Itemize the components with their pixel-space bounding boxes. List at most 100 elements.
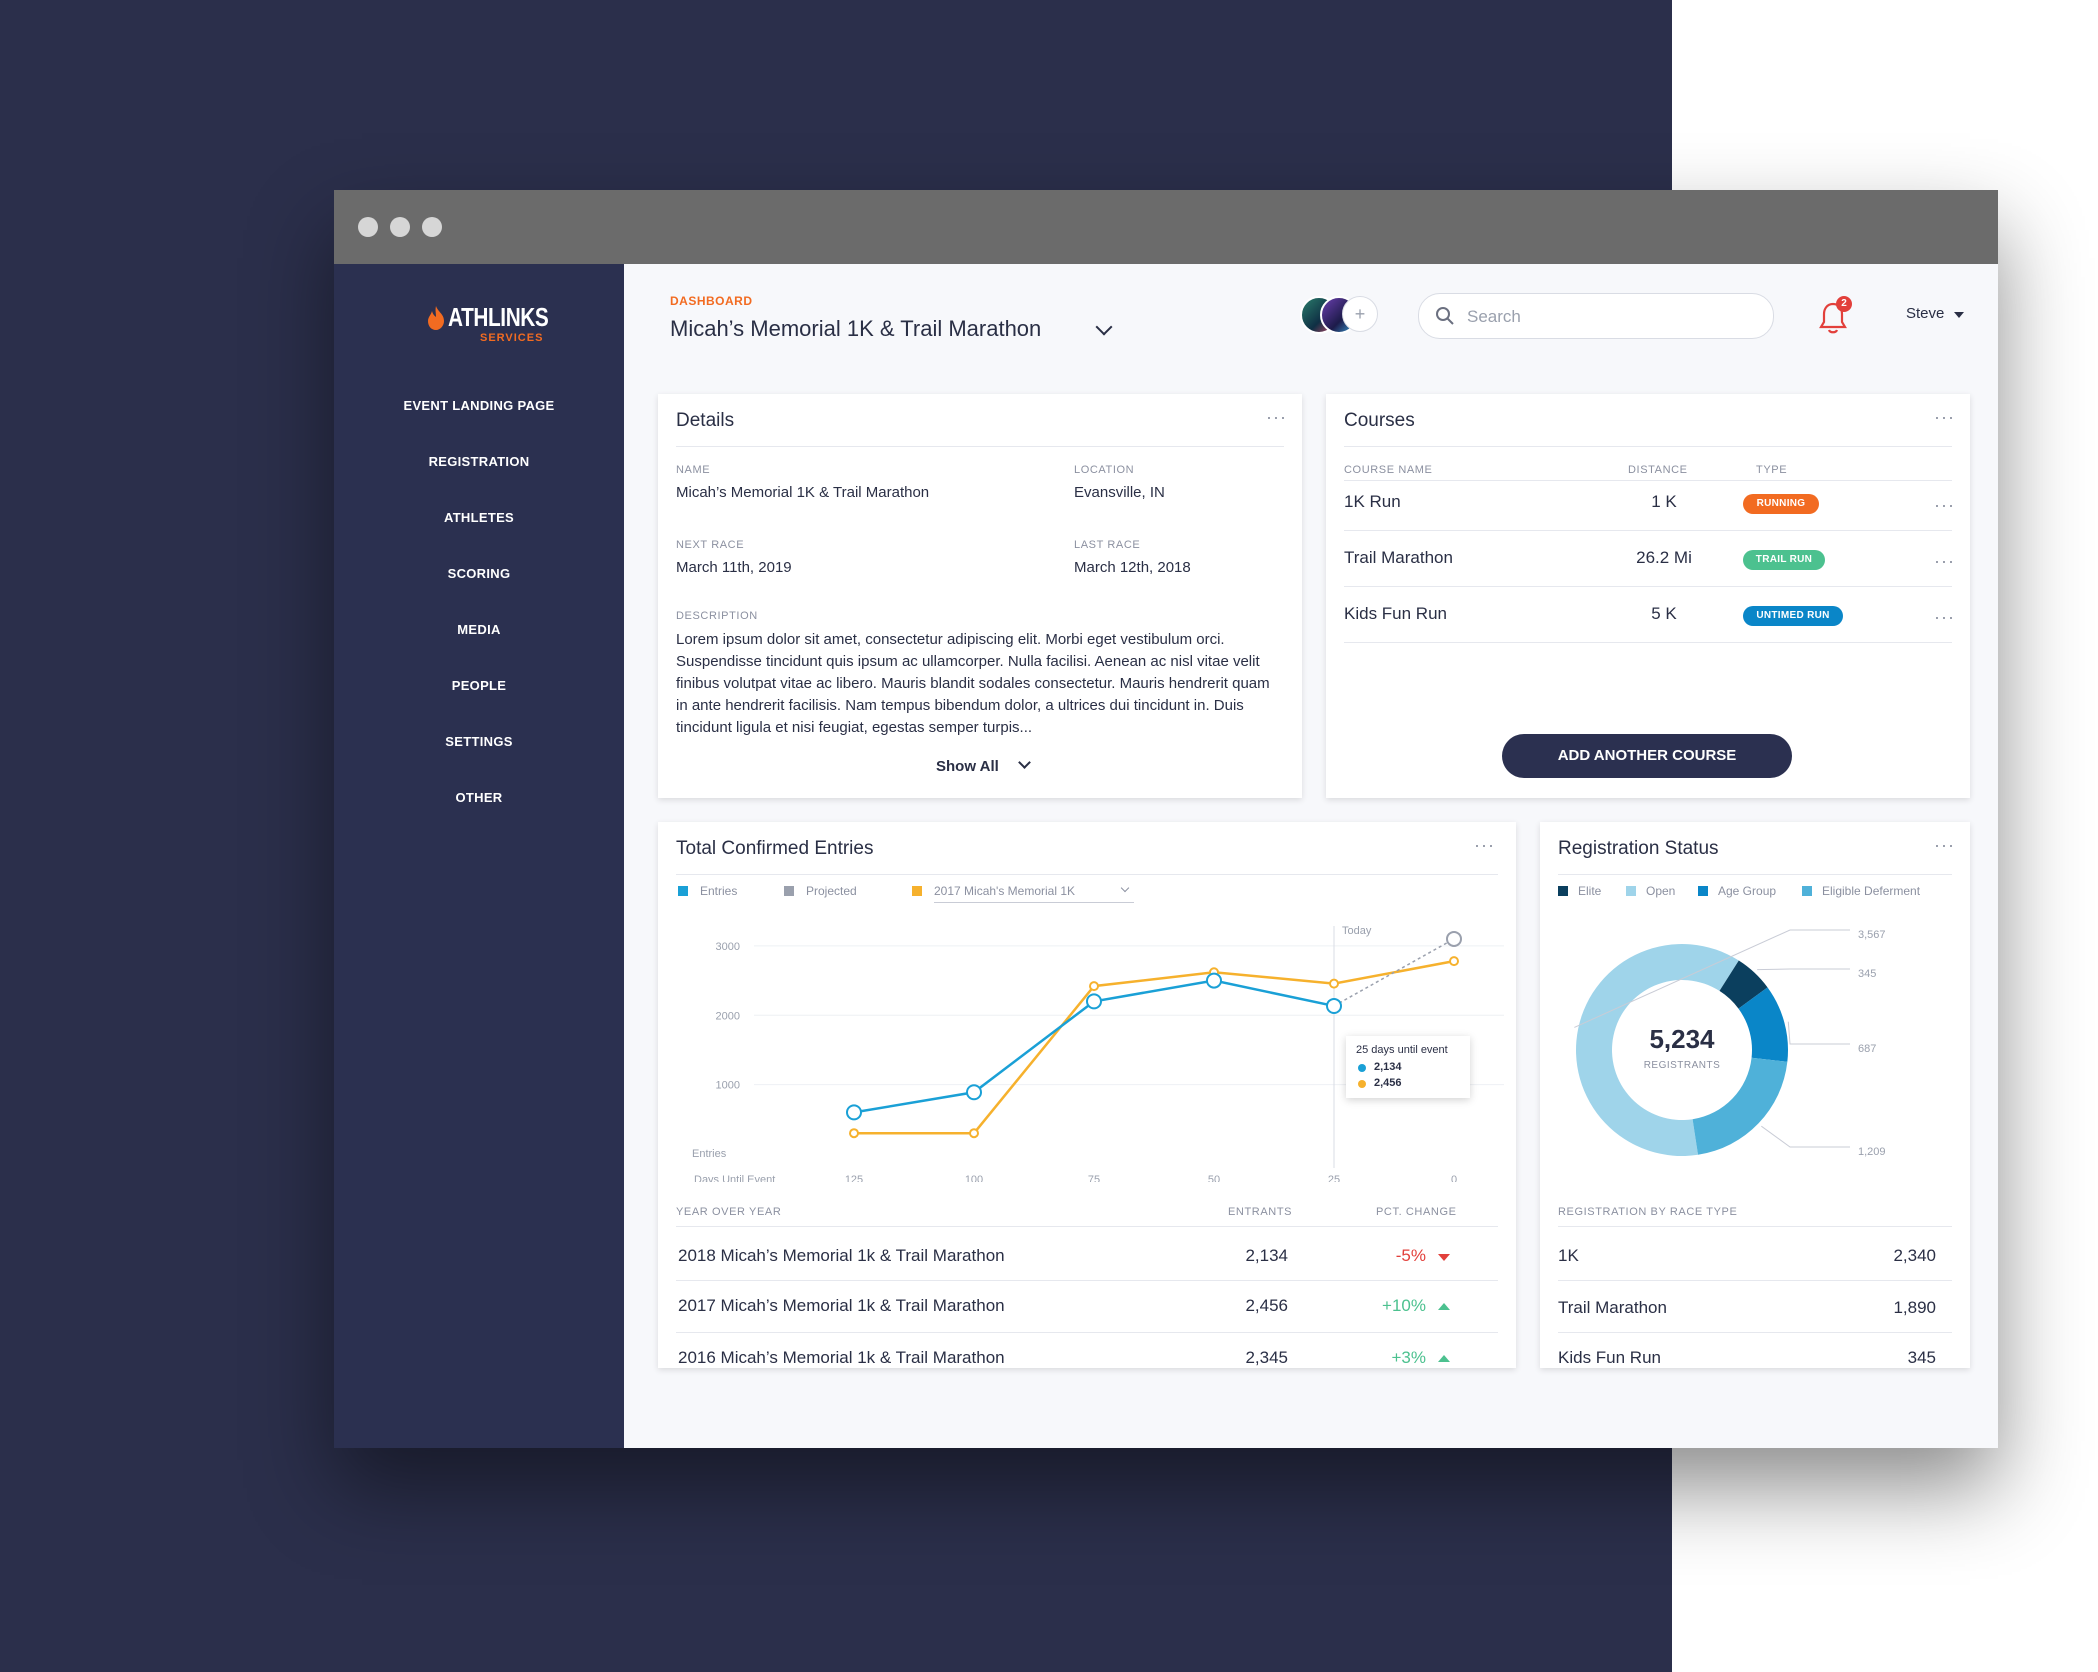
nav-registration[interactable]: REGISTRATION (428, 454, 530, 469)
entries-title: Total Confirmed Entries (676, 838, 874, 859)
data-point (1329, 978, 1339, 989)
chevron-down-icon (1120, 883, 1130, 893)
yoy-entrants: 2,345 (1245, 1348, 1288, 1367)
y-tick-label: 1000 (716, 1080, 740, 1092)
athlinks-logo[interactable]: ATHLINKS SERVICES (426, 302, 549, 346)
divider (1558, 1332, 1952, 1333)
entries-more-icon[interactable]: ··· (1474, 835, 1495, 855)
courses-more-icon[interactable]: ··· (1934, 407, 1955, 427)
donut-slice-open (1576, 944, 1739, 1156)
divider (1558, 874, 1952, 875)
nav-settings[interactable]: SETTINGS (445, 734, 513, 749)
legend-age-group: Age Group (1718, 884, 1777, 898)
x-tick-label: 50 (1208, 1174, 1220, 1182)
window-minimize-button[interactable] (390, 217, 410, 237)
data-point (966, 1084, 982, 1101)
courses-title: Courses (1344, 410, 1415, 431)
chart-series (846, 930, 1462, 1139)
nav-event-landing-page[interactable]: EVENT LANDING PAGE (403, 398, 555, 413)
race-type-name: 1K (1558, 1246, 1579, 1265)
data-point (849, 1128, 859, 1139)
legend-swatch-elite (1558, 886, 1568, 896)
last-race-label: LAST RACE (1074, 539, 1141, 551)
window-close-button[interactable] (358, 217, 378, 237)
search-input[interactable]: Search (1418, 293, 1774, 339)
row-more-icon[interactable]: ··· (1934, 607, 1955, 627)
data-point (1449, 956, 1459, 967)
compare-event-select[interactable]: 2017 Micah's Memorial 1K (934, 880, 1134, 903)
legend-projected: Projected (806, 884, 857, 898)
nav-scoring[interactable]: SCORING (447, 566, 511, 581)
data-point (1086, 993, 1102, 1010)
user-menu[interactable]: Steve (1906, 305, 1944, 322)
chart-tooltip: 25 days until event 2,134 2,456 (1346, 1036, 1470, 1098)
race-type-value: 345 (1907, 1348, 1936, 1367)
add-avatar-button[interactable]: + (1342, 296, 1378, 332)
callout-elite: 345 (1858, 968, 1876, 980)
nav-other[interactable]: OTHER (455, 790, 503, 805)
nav-media[interactable]: MEDIA (457, 622, 501, 637)
details-more-icon[interactable]: ··· (1266, 407, 1287, 427)
next-race-value: March 11th, 2019 (676, 559, 792, 576)
race-type-name: Trail Marathon (1558, 1298, 1667, 1317)
yoy-change: -5% (1395, 1246, 1426, 1265)
legend-eligible-deferment: Eligible Deferment (1822, 884, 1921, 898)
data-point (1206, 972, 1222, 989)
data-point (1446, 930, 1462, 947)
name-label: NAME (676, 464, 711, 476)
search-icon (1436, 307, 1454, 325)
registration-more-icon[interactable]: ··· (1934, 835, 1955, 855)
today-label: Today (1342, 925, 1372, 937)
tooltip-compare-value: 2,456 (1374, 1077, 1402, 1089)
x-tick-label: 25 (1328, 1174, 1340, 1182)
callout-line (1761, 1125, 1850, 1148)
by-race-type-label: REGISTRATION BY RACE TYPE (1558, 1206, 1738, 1218)
show-all-chevron-icon[interactable] (1018, 756, 1031, 769)
legend-swatch-compare (912, 886, 922, 896)
window-titlebar (334, 190, 1998, 264)
legend-elite: Elite (1578, 884, 1602, 898)
callout-open: 3,567 (1858, 929, 1886, 941)
entrants-label: ENTRANTS (1228, 1206, 1293, 1218)
user-menu-caret-icon[interactable] (1954, 312, 1964, 318)
row-more-icon[interactable]: ··· (1934, 495, 1955, 515)
legend-entries: Entries (700, 884, 738, 898)
divider (1344, 586, 1952, 587)
race-type-value: 2,340 (1893, 1246, 1936, 1265)
legend-swatch-entries (678, 886, 688, 896)
y-axis-label: Entries (692, 1148, 727, 1160)
row-more-icon[interactable]: ··· (1934, 551, 1955, 571)
registration-status-card: Registration Status ··· Elite Open Age G… (1540, 822, 1970, 1368)
brand-subtitle: SERVICES (480, 332, 544, 344)
nav-athletes[interactable]: ATHLETES (443, 510, 515, 525)
course-name: 1K Run (1344, 492, 1401, 511)
window-maximize-button[interactable] (422, 217, 442, 237)
yoy-event-name: 2016 Micah’s Memorial 1k & Trail Maratho… (678, 1348, 1005, 1367)
x-tick-label: 125 (845, 1174, 863, 1182)
breadcrumb[interactable]: DASHBOARD (670, 294, 753, 308)
entries-card: Total Confirmed Entries ··· Entries Proj… (658, 822, 1516, 1368)
col-course-name: COURSE NAME (1344, 464, 1433, 476)
details-card: Details ··· NAME Micah’s Memorial 1K & T… (658, 394, 1302, 798)
event-dropdown-chevron-icon[interactable] (1095, 318, 1113, 336)
add-another-course-button[interactable]: ADD ANOTHER COURSE (1502, 734, 1792, 778)
divider (676, 1226, 1498, 1227)
show-all-button[interactable]: Show All (936, 758, 999, 775)
sidebar: ATHLINKS SERVICES EVENT LANDING PAGE REG… (334, 264, 624, 1448)
course-name: Kids Fun Run (1344, 604, 1447, 623)
callout-eligible-deferment: 1,209 (1858, 1146, 1886, 1158)
divider (1344, 642, 1952, 643)
tooltip-compare-dot (1358, 1080, 1366, 1088)
y-tick-label: 3000 (716, 941, 740, 953)
trend-down-icon (1438, 1254, 1450, 1261)
event-title: Micah’s Memorial 1K & Trail Marathon (670, 316, 1042, 341)
nav-people[interactable]: PEOPLE (451, 678, 507, 693)
x-tick-label: 100 (965, 1174, 983, 1182)
divider (676, 874, 1498, 875)
status-badge: UNTIMED RUN (1743, 606, 1843, 626)
data-point (1326, 997, 1342, 1014)
donut-slice-eligible-deferment (1692, 1057, 1788, 1155)
yoy-change: +10% (1382, 1296, 1426, 1315)
name-value: Micah’s Memorial 1K & Trail Marathon (676, 484, 930, 501)
notifications-button[interactable]: 2 (1818, 296, 1852, 336)
